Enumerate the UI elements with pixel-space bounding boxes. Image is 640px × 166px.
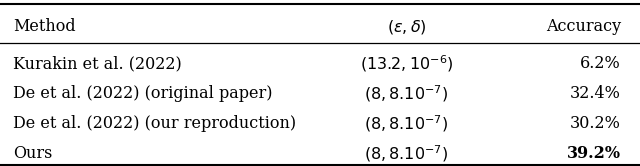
Text: $(\varepsilon, \delta)$: $(\varepsilon, \delta)$ — [387, 18, 426, 36]
Text: $(8, 8.10^{-7})$: $(8, 8.10^{-7})$ — [364, 113, 449, 134]
Text: Method: Method — [13, 18, 76, 35]
Text: Kurakin et al. (2022): Kurakin et al. (2022) — [13, 55, 182, 72]
Text: 32.4%: 32.4% — [570, 85, 621, 102]
Text: $(13.2, 10^{-6})$: $(13.2, 10^{-6})$ — [360, 54, 453, 74]
Text: Ours: Ours — [13, 145, 52, 162]
Text: De et al. (2022) (our reproduction): De et al. (2022) (our reproduction) — [13, 115, 296, 132]
Text: 6.2%: 6.2% — [580, 55, 621, 72]
Text: Accuracy: Accuracy — [546, 18, 621, 35]
Text: $(8, 8.10^{-7})$: $(8, 8.10^{-7})$ — [364, 83, 449, 104]
Text: $(8, 8.10^{-7})$: $(8, 8.10^{-7})$ — [364, 143, 449, 164]
Text: 30.2%: 30.2% — [570, 115, 621, 132]
Text: De et al. (2022) (original paper): De et al. (2022) (original paper) — [13, 85, 272, 102]
Text: 39.2%: 39.2% — [567, 145, 621, 162]
